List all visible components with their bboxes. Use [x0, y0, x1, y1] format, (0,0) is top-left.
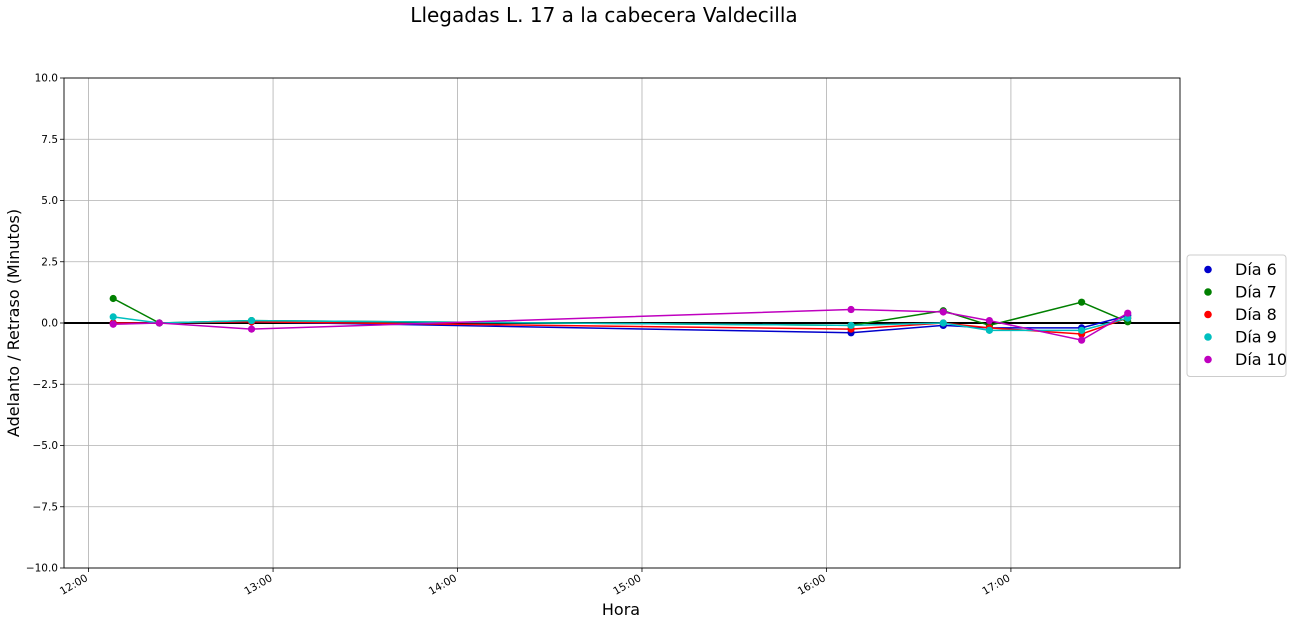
y-tick-label: −2.5: [33, 379, 59, 391]
y-tick-label: −5.0: [33, 440, 59, 452]
x-tick-label: 17:00: [980, 572, 1012, 598]
data-point: [247, 316, 256, 325]
x-tick-label: 12:00: [58, 572, 90, 598]
legend-box: [1186, 254, 1287, 377]
data-point: [1078, 298, 1086, 306]
y-tick-label: 7.5: [41, 134, 58, 146]
data-point: [109, 294, 117, 303]
data-point: [939, 319, 947, 327]
data-point: [1124, 309, 1132, 317]
y-tick-label: 5.0: [41, 195, 58, 207]
chart-title: Llegadas L. 17 a la cabecera Valdecilla: [410, 3, 797, 27]
data-point: [109, 320, 117, 328]
y-tick-label: −7.5: [33, 501, 59, 513]
legend-label: Día 8: [1235, 305, 1277, 324]
legend-marker: [1204, 333, 1212, 341]
series-line: [113, 308, 1129, 341]
legend-label: Día 10: [1235, 350, 1287, 369]
y-axis-label: Adelanto / Retraso (Minutos): [4, 209, 23, 437]
data-point: [1078, 336, 1086, 344]
y-tick-label: −10.0: [26, 563, 58, 575]
series-5: [109, 305, 1132, 344]
data-point: [1078, 326, 1086, 334]
x-tick-label: 16:00: [796, 572, 828, 598]
x-tick-label: 15:00: [611, 572, 643, 598]
data-point: [847, 305, 855, 314]
legend-marker: [1204, 355, 1212, 364]
legend-label: Día 7: [1235, 283, 1277, 302]
legend: Día 6 Día 7 Día 8 Día 9 Día 10: [1186, 254, 1287, 377]
x-tick-label: 13:00: [242, 572, 274, 598]
legend-marker: [1204, 288, 1212, 296]
x-axis-label: Hora: [602, 600, 640, 619]
data-point: [939, 308, 947, 316]
data-point: [985, 316, 993, 325]
y-tick-label: 10.0: [35, 73, 58, 85]
x-tick-label: 14:00: [427, 572, 459, 598]
data-point: [985, 326, 993, 334]
data-point: [109, 313, 117, 321]
legend-marker: [1204, 310, 1212, 319]
legend-label: Día 9: [1235, 328, 1277, 347]
y-tick-label: 0.0: [41, 318, 58, 330]
legend-label: Día 6: [1235, 260, 1277, 279]
data-point: [847, 321, 855, 330]
series-line: [113, 316, 1128, 332]
data-point: [155, 319, 163, 327]
legend-marker: [1204, 265, 1212, 274]
data-point: [247, 325, 256, 333]
y-tick-label: 2.5: [41, 256, 58, 268]
y-axis-ticks: 10.0 7.5 5.0 2.5 0.0 −2.5 −5.0 −7.5 −10.0: [26, 73, 64, 575]
series-group: [109, 294, 1132, 344]
x-axis-ticks: 12:00 13:00 14:00 15:00 16:00 17:00: [58, 568, 1012, 598]
